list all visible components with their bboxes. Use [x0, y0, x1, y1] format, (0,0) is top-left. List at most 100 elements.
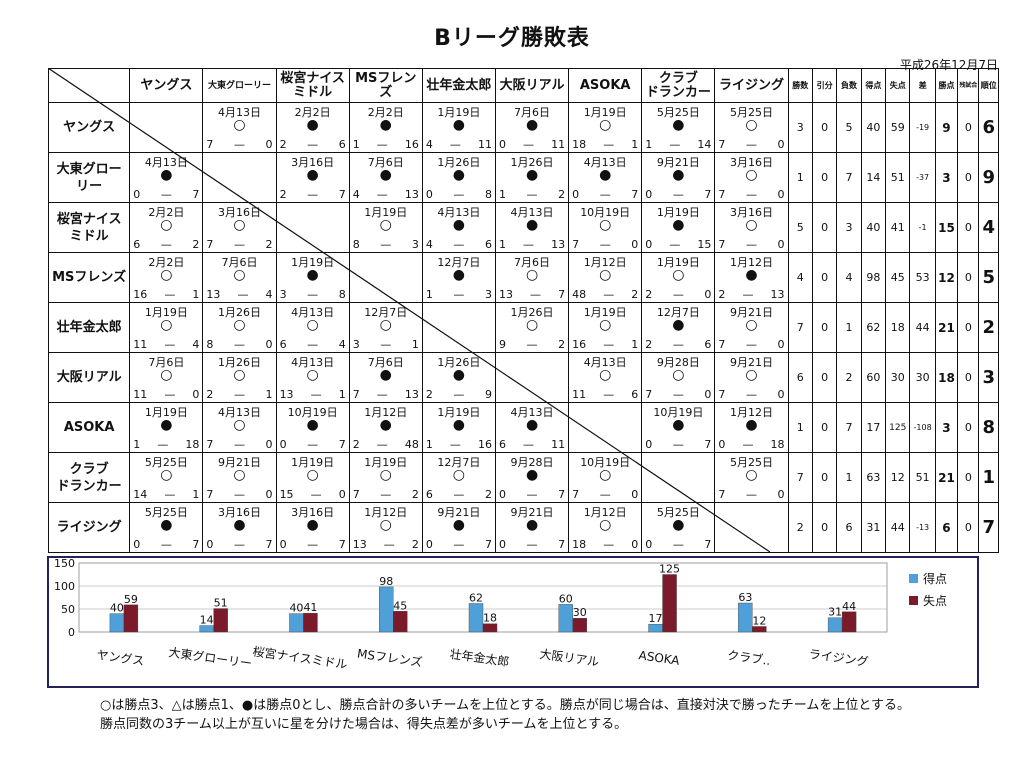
score-opponent: 2	[411, 488, 419, 501]
score-opponent: 7	[338, 438, 346, 451]
score-opponent: 0	[777, 338, 785, 351]
match-cell: 7月6日 ○ 13—4	[202, 252, 277, 303]
column-header-team: 壮年金太郎	[421, 68, 496, 103]
match-result: 1月19日 ○ 11—4	[130, 303, 202, 352]
match-cell: 5月25日 ● 0—7	[641, 502, 716, 553]
score-dash: —	[160, 238, 172, 251]
data-label: 17	[649, 612, 663, 625]
score-own: 2	[279, 138, 287, 151]
win-mark-icon: ○	[745, 167, 758, 183]
match-cell: 2月2日 ○ 6—2	[129, 202, 204, 253]
match-cell: 1月19日 ● 1—16	[421, 402, 496, 453]
column-header-team: ヤングス	[129, 68, 204, 103]
match-score: 2 — 6	[645, 338, 711, 351]
column-header-stat: 失点	[885, 68, 911, 103]
match-score: 7 — 0	[718, 388, 784, 401]
remaining-value: 0	[957, 452, 980, 503]
score-opponent: 1	[192, 488, 200, 501]
corner-cell	[47, 68, 131, 103]
loss-mark-icon: ●	[525, 167, 539, 183]
match-result: 1月26日 ● 2—9	[423, 353, 495, 402]
score-dash: —	[307, 538, 319, 551]
column-header-label: クラブ	[658, 70, 698, 86]
draws-value: 0	[811, 452, 838, 503]
match-cell: 9月28日 ● 0—7	[494, 452, 570, 503]
score-own: 2	[645, 288, 653, 301]
point-diff-value: 30	[909, 352, 936, 403]
match-cell: 4月13日 ○ 11—6	[568, 352, 643, 403]
loss-mark-icon: ●	[452, 217, 466, 233]
score-opponent: 0	[265, 488, 273, 501]
match-cell: 12月7日 ● 1—3	[421, 252, 496, 303]
match-cell: 7月6日 ● 4—13	[348, 152, 423, 203]
match-cell: 1月12日 ● 2—13	[714, 252, 789, 303]
score-dash: —	[745, 488, 757, 501]
match-result: 10月19日 ○ 7—0	[569, 203, 641, 252]
score-opponent: 16	[477, 438, 492, 451]
win-mark-icon: ○	[306, 367, 319, 383]
self-cell	[129, 102, 204, 153]
column-header-team: ASOKA	[568, 68, 643, 103]
score-opponent: 13	[770, 288, 785, 301]
match-score: 7 — 0	[718, 488, 784, 501]
points-for-value: 31	[860, 502, 887, 553]
wins-value: 7	[787, 302, 813, 353]
match-score: 7 — 0	[645, 388, 711, 401]
score-opponent: 7	[704, 538, 712, 551]
match-result: 7月6日 ● 4—13	[350, 153, 422, 202]
score-dash: —	[307, 338, 319, 351]
column-header-label: ヤングス	[140, 77, 193, 93]
score-own: 2	[279, 188, 287, 201]
draws-value: 0	[811, 402, 838, 453]
score-dash: —	[160, 538, 172, 551]
match-result: 9月21日 ○ 7—0	[715, 303, 787, 352]
score-dash: —	[157, 438, 169, 451]
score-dash: —	[603, 288, 615, 301]
score-dash: —	[380, 338, 392, 351]
score-own: 0	[206, 538, 214, 551]
match-score: 11 — 4	[133, 338, 199, 351]
team-row: 大東グロー リー 4月13日 ● 0—7 3月16日 ● 2—7 7月6日 ● 4—13 1月26日 ●…	[47, 152, 999, 203]
score-dash: —	[164, 288, 176, 301]
score-dash: —	[526, 338, 538, 351]
column-header-stat: 引分	[811, 68, 838, 103]
score-own: 11	[133, 338, 148, 351]
loss-mark-icon: ●	[672, 517, 685, 533]
score-opponent: 4	[338, 338, 346, 351]
remaining-value: 0	[957, 302, 980, 353]
points-for-value: 98	[860, 252, 887, 303]
win-mark-icon: ○	[599, 267, 612, 283]
score-dash: —	[599, 238, 611, 251]
draws-value: 0	[811, 302, 838, 353]
score-own: 0	[498, 538, 506, 551]
x-category-label: 壮年金太郎	[449, 646, 511, 669]
score-own: 0	[718, 438, 726, 451]
score-dash: —	[380, 488, 392, 501]
loss-mark-icon: ●	[452, 267, 466, 283]
match-score: 2 — 7	[280, 188, 346, 201]
score-dash: —	[453, 188, 465, 201]
match-score: 18 — 1	[572, 138, 638, 151]
remaining-value: 0	[957, 152, 980, 203]
score-dash: —	[164, 338, 176, 351]
win-mark-icon: ○	[745, 117, 758, 133]
score-dash: —	[376, 438, 388, 451]
match-cell: 3月16日 ● 2—7	[275, 152, 350, 203]
score-opponent: 3	[411, 238, 419, 251]
score-dash: —	[164, 388, 176, 401]
score-opponent: 3	[484, 288, 492, 301]
match-result: 1月12日 ○ 18—0	[569, 503, 641, 552]
losses-value: 6	[836, 502, 862, 553]
score-dash: —	[603, 388, 615, 401]
match-result: 3月16日 ● 0—7	[203, 503, 275, 552]
match-result: 5月25日 ● 0—7	[642, 503, 714, 552]
remaining-value: 0	[957, 402, 980, 453]
match-score: 2 — 1	[206, 388, 272, 401]
score-own: 0	[645, 188, 653, 201]
match-cell: 12月7日 ○ 3—1	[348, 302, 423, 353]
score-opponent: 0	[265, 438, 273, 451]
match-cell: 4月13日 ○ 7—0	[202, 402, 277, 453]
match-score: 14 — 1	[133, 488, 199, 501]
loss-mark-icon: ●	[672, 317, 685, 333]
match-cell: 4月13日 ○ 13—1	[275, 352, 350, 403]
